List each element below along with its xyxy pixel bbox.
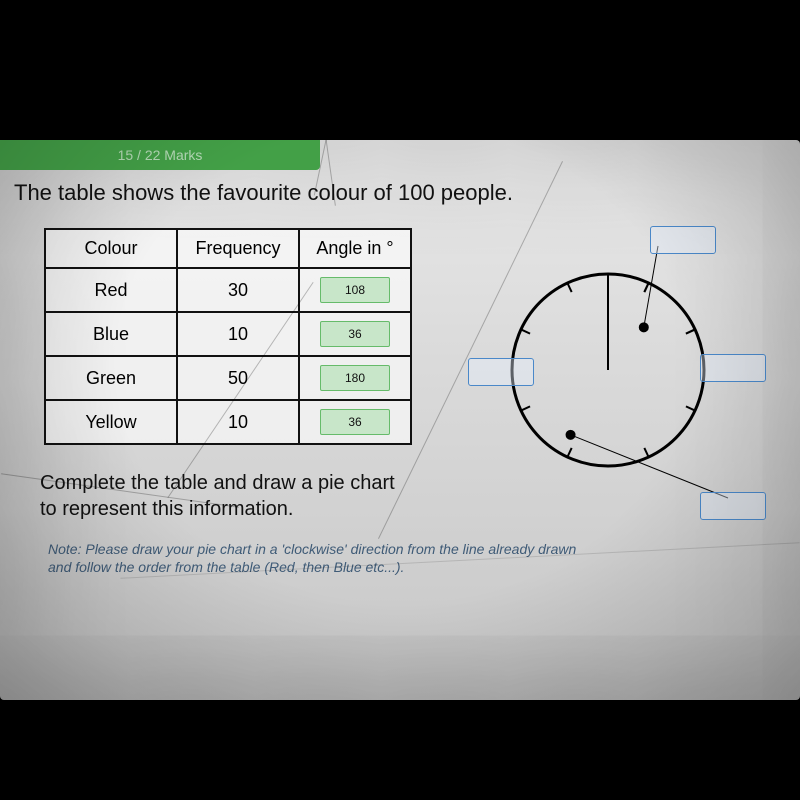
table-row: Blue 10 36 bbox=[45, 312, 411, 356]
table-header-row: Colour Frequency Angle in ° bbox=[45, 229, 411, 268]
cell-frequency: 50 bbox=[177, 356, 299, 400]
angle-input[interactable]: 36 bbox=[320, 321, 390, 347]
cell-colour: Yellow bbox=[45, 400, 177, 444]
cell-colour: Red bbox=[45, 268, 177, 312]
cell-angle: 180 bbox=[299, 356, 411, 400]
question-text: The table shows the favourite colour of … bbox=[14, 180, 513, 206]
cell-frequency: 10 bbox=[177, 312, 299, 356]
header-angle: Angle in ° bbox=[299, 229, 411, 268]
cell-angle: 36 bbox=[299, 312, 411, 356]
marks-text: 15 / 22 Marks bbox=[118, 147, 203, 163]
header-frequency: Frequency bbox=[177, 229, 299, 268]
angle-input[interactable]: 36 bbox=[320, 409, 390, 435]
note-text: Note: Please draw your pie chart in a 'c… bbox=[48, 540, 576, 576]
instruction-line2: to represent this information. bbox=[40, 498, 293, 520]
note-line1: Note: Please draw your pie chart in a 'c… bbox=[48, 541, 576, 557]
angle-input[interactable]: 180 bbox=[320, 365, 390, 391]
colour-frequency-table: Colour Frequency Angle in ° Red 30 108 B… bbox=[44, 228, 412, 445]
pie-label-input[interactable] bbox=[468, 358, 534, 386]
pie-label-input[interactable] bbox=[700, 492, 766, 520]
cell-angle: 36 bbox=[299, 400, 411, 444]
pie-label-input[interactable] bbox=[650, 226, 716, 254]
cell-colour: Blue bbox=[45, 312, 177, 356]
instruction-line1: Complete the table and draw a pie chart bbox=[40, 472, 395, 494]
instruction-text: Complete the table and draw a pie chart … bbox=[40, 470, 395, 522]
table-row: Yellow 10 36 bbox=[45, 400, 411, 444]
pie-label-input[interactable] bbox=[700, 354, 766, 382]
pie-chart-area[interactable] bbox=[478, 210, 778, 510]
cell-frequency: 30 bbox=[177, 268, 299, 312]
marks-progress-bar: 15 / 22 Marks bbox=[0, 140, 320, 170]
cell-angle: 108 bbox=[299, 268, 411, 312]
cell-frequency: 10 bbox=[177, 400, 299, 444]
table-row: Red 30 108 bbox=[45, 268, 411, 312]
table-row: Green 50 180 bbox=[45, 356, 411, 400]
note-line2: and follow the order from the table (Red… bbox=[48, 559, 404, 575]
worksheet-panel: 15 / 22 Marks The table shows the favour… bbox=[0, 140, 800, 700]
angle-input[interactable]: 108 bbox=[320, 277, 390, 303]
header-colour: Colour bbox=[45, 229, 177, 268]
cell-colour: Green bbox=[45, 356, 177, 400]
